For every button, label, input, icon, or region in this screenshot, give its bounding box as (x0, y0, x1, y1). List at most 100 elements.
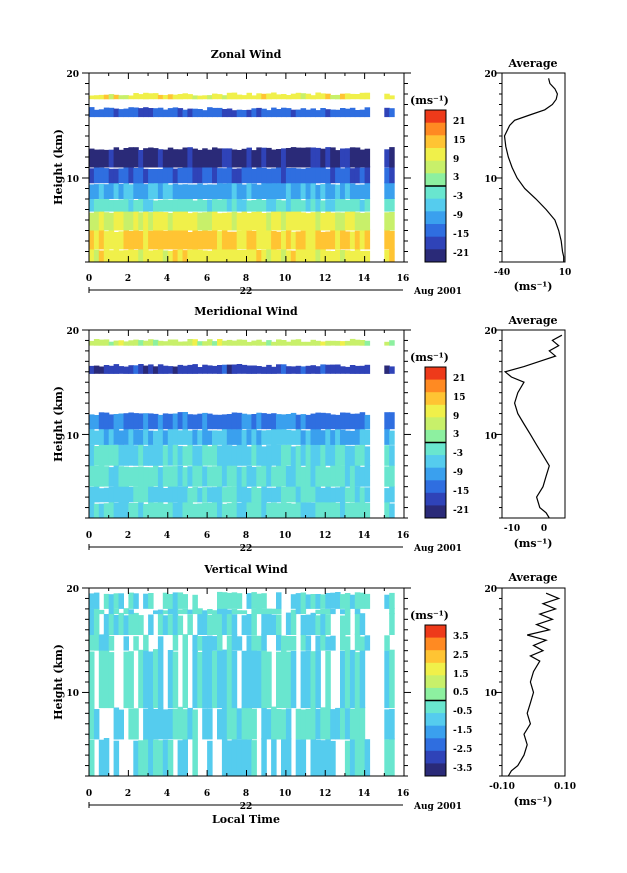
heatmap-cell (276, 109, 282, 118)
heatmap-cell (93, 199, 100, 212)
colorbar-tick-label: 9 (453, 155, 459, 165)
heatmap-cell (256, 210, 262, 231)
heatmap-cell (98, 650, 105, 709)
heatmap-cell (300, 445, 307, 466)
heatmap-cell (221, 183, 228, 199)
heatmap-cell (226, 740, 233, 776)
heatmap-cell (271, 231, 277, 250)
heatmap-cell (310, 212, 316, 231)
heatmap-cell (182, 341, 188, 346)
y-tick-label: 10 (66, 689, 79, 699)
heatmap-cell (162, 182, 169, 199)
heatmap-cell (217, 339, 223, 346)
heatmap-cell (182, 184, 188, 199)
heatmap-cell (182, 109, 188, 118)
heatmap-cell (241, 466, 248, 487)
heatmap-cell (271, 198, 277, 212)
heatmap-cell (261, 167, 267, 184)
heatmap-cell (305, 430, 312, 445)
heatmap-cell (305, 183, 312, 199)
heatmap-cell (325, 231, 331, 250)
heatmap-cell (266, 182, 272, 199)
heatmap-cell (128, 340, 134, 346)
heatmap-cell (138, 429, 144, 445)
heatmap-cell (271, 211, 277, 231)
heatmap-cell (108, 365, 115, 374)
heatmap-cell (305, 213, 312, 231)
heatmap-cell (118, 250, 124, 262)
heatmap-cell (103, 94, 110, 100)
heatmap-cell (108, 652, 115, 709)
heatmap-cell (340, 615, 346, 635)
heatmap-cell (320, 634, 326, 651)
heatmap-cell (261, 707, 267, 740)
heatmap-cell (157, 183, 164, 199)
heatmap-cell (123, 608, 129, 615)
heatmap-cell (315, 210, 321, 231)
heatmap-cell (330, 592, 336, 609)
heatmap-cell (98, 503, 105, 518)
colorbar-tick-label: -9 (453, 211, 463, 221)
heatmap-cell (123, 181, 129, 199)
heatmap-cell (325, 428, 331, 445)
heatmap-cell (354, 248, 361, 262)
heatmap-cell (177, 229, 184, 250)
heatmap-cell (143, 229, 149, 250)
heatmap-cell (354, 706, 361, 740)
heatmap-cell (335, 109, 341, 118)
heatmap-cell (187, 167, 193, 184)
heatmap-cell (167, 614, 174, 635)
heatmap-cell (330, 212, 336, 231)
heatmap-cell (148, 651, 154, 709)
heatmap-cell (157, 707, 164, 740)
heatmap-cell (98, 109, 105, 118)
heatmap-cell (310, 485, 316, 503)
heatmap-cell (157, 149, 164, 168)
heatmap-cell (231, 707, 238, 740)
average-title: Average (507, 571, 557, 584)
average-x-tick-label: -40 (494, 268, 510, 278)
heatmap-cell (217, 591, 223, 609)
x-tick-label: 16 (397, 789, 410, 799)
heatmap-cell (295, 607, 302, 615)
heatmap-cell (246, 429, 252, 445)
heatmap-cell (344, 464, 351, 487)
heatmap-cell (285, 210, 292, 231)
heatmap-cell (172, 651, 179, 709)
heatmap-cell (266, 248, 272, 262)
heatmap-cell (202, 650, 208, 709)
colorbar-swatch (425, 198, 446, 212)
heatmap-cell (123, 230, 129, 250)
heatmap-cell (354, 184, 361, 199)
heatmap-cell (300, 168, 307, 184)
heatmap-cell (207, 149, 213, 168)
y-axis-label: Height (km) (52, 386, 65, 462)
axis-ticks (82, 72, 411, 263)
heatmap-cell (281, 709, 287, 740)
heatmap-cell (295, 365, 302, 374)
colorbar-swatch (425, 236, 446, 250)
heatmap-cell (93, 709, 100, 740)
average-ticks (496, 587, 502, 777)
heatmap-cell (133, 445, 139, 466)
heatmap-cell (246, 635, 252, 651)
heatmap-cell (157, 500, 164, 518)
heatmap-cell (108, 607, 115, 615)
heatmap-cell (172, 366, 179, 374)
average-x-tick-label: 0.10 (554, 782, 576, 792)
heatmap-cell (354, 607, 361, 615)
heatmap-cell (281, 502, 287, 518)
heatmap-cell (285, 738, 292, 776)
heatmap-cell (133, 229, 139, 250)
heatmap-cell (354, 486, 361, 503)
heatmap-cell (320, 412, 326, 430)
heatmap-cell (340, 108, 346, 118)
heatmap-cell (364, 229, 371, 250)
heatmap-cell (256, 107, 262, 118)
heatmap-cell (103, 487, 110, 503)
heatmap-cell (118, 709, 124, 740)
heatmap-cell (157, 444, 164, 466)
heatmap-cell (123, 211, 129, 231)
heatmap-cell (177, 430, 184, 445)
heatmap-cell (113, 340, 120, 346)
